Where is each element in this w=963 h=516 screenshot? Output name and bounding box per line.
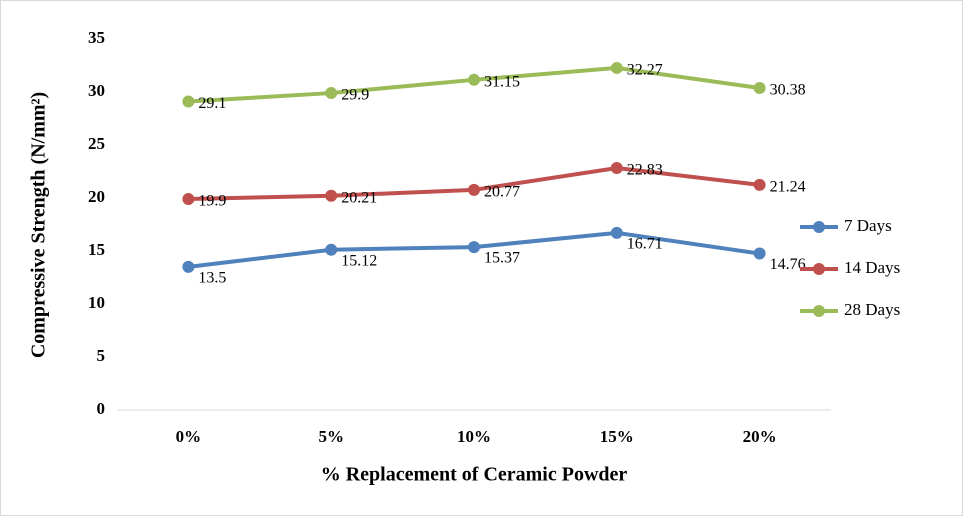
y-tick-label: 5 — [97, 346, 106, 365]
data-point — [182, 95, 195, 108]
legend-label: 14 Days — [844, 258, 900, 277]
data-point — [468, 183, 480, 196]
legend-marker — [813, 305, 825, 317]
legend-label: 7 Days — [844, 216, 892, 235]
legend-marker — [813, 263, 825, 275]
y-tick-label: 0 — [97, 399, 106, 418]
legend-marker — [813, 221, 825, 233]
y-tick-label: 10 — [88, 293, 105, 312]
data-point — [182, 260, 195, 273]
data-label: 13.5 — [198, 270, 226, 287]
x-axis-title: % Replacement of Ceramic Powder — [321, 464, 628, 486]
data-label: 20.21 — [341, 189, 377, 206]
data-label: 30.38 — [770, 82, 806, 99]
data-point — [610, 226, 623, 239]
data-point — [325, 87, 338, 100]
data-point — [325, 243, 338, 256]
data-label: 15.12 — [341, 252, 377, 269]
data-label: 31.15 — [484, 73, 520, 90]
data-point — [753, 81, 766, 94]
y-tick-label: 25 — [88, 134, 105, 153]
data-point — [753, 247, 766, 260]
data-point — [610, 61, 623, 74]
y-tick-label: 35 — [88, 28, 105, 47]
x-tick-label: 5% — [318, 427, 344, 446]
data-label: 29.9 — [341, 87, 369, 104]
y-tick-label: 30 — [88, 81, 105, 100]
data-label: 16.71 — [627, 236, 663, 253]
y-tick-label: 20 — [88, 187, 105, 206]
data-label: 29.1 — [198, 95, 226, 112]
legend-label: 28 Days — [844, 300, 900, 319]
data-label: 15.37 — [484, 250, 520, 267]
data-label: 19.9 — [198, 193, 226, 210]
x-tick-label: 15% — [600, 427, 634, 446]
data-point — [468, 241, 480, 254]
data-label: 14.76 — [770, 256, 806, 273]
x-tick-label: 0% — [176, 427, 202, 446]
data-point — [468, 73, 480, 86]
y-tick-label: 15 — [88, 240, 105, 259]
data-label: 32.27 — [627, 62, 663, 79]
data-point — [753, 178, 766, 191]
data-point — [610, 162, 623, 175]
y-axis-title: Compressive Strength (N/mm²) — [28, 92, 50, 358]
x-tick-label: 20% — [743, 427, 777, 446]
data-point — [182, 193, 195, 206]
data-label: 22.83 — [627, 162, 663, 179]
data-point — [325, 189, 338, 202]
data-label: 20.77 — [484, 184, 520, 201]
data-label: 21.24 — [770, 179, 806, 196]
x-tick-label: 10% — [457, 427, 491, 446]
